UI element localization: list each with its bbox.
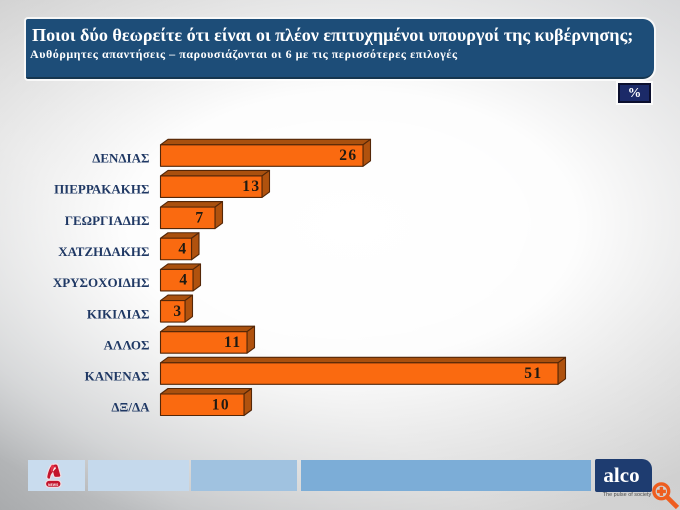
svg-text:ΠΙΕΡΡΑΚΑΚΗΣ: ΠΙΕΡΡΑΚΑΚΗΣ <box>54 182 149 197</box>
svg-text:ΑΛΛΟΣ: ΑΛΛΟΣ <box>104 337 150 352</box>
svg-text:3: 3 <box>173 303 182 320</box>
svg-text:10: 10 <box>212 396 230 413</box>
svg-text:26: 26 <box>339 147 357 164</box>
svg-text:ΔΞ/ΔΑ: ΔΞ/ΔΑ <box>111 400 150 415</box>
svg-text:NEWS: NEWS <box>48 483 58 487</box>
svg-text:11: 11 <box>224 334 241 351</box>
svg-text:4: 4 <box>179 272 188 289</box>
svg-text:51: 51 <box>524 365 542 382</box>
svg-text:13: 13 <box>242 178 260 195</box>
svg-text:ΧΡΥΣΟΧΟΙΔΗΣ: ΧΡΥΣΟΧΟΙΔΗΣ <box>53 275 150 290</box>
svg-text:ΔΕΝΔΙΑΣ: ΔΕΝΔΙΑΣ <box>92 151 149 166</box>
svg-text:7: 7 <box>195 209 204 226</box>
svg-text:ΧΑΤΖΗΔΑΚΗΣ: ΧΑΤΖΗΔΑΚΗΣ <box>58 244 149 259</box>
svg-text:ΚΑΝΕΝΑΣ: ΚΑΝΕΝΑΣ <box>85 369 150 384</box>
svg-text:ΚΙΚΙΛΙΑΣ: ΚΙΚΙΛΙΑΣ <box>87 306 150 321</box>
svg-text:ΓΕΩΡΓΙΑΔΗΣ: ΓΕΩΡΓΙΑΔΗΣ <box>65 213 150 228</box>
svg-text:4: 4 <box>178 241 187 258</box>
